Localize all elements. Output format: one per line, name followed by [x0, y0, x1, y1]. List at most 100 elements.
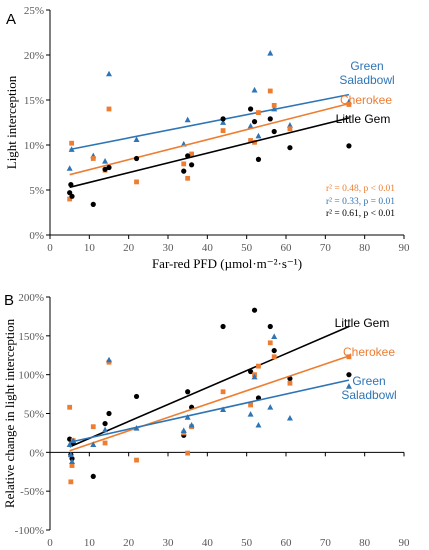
data-point: [251, 119, 258, 125]
data-point: [248, 138, 253, 143]
data-point: [271, 347, 277, 354]
data-point: [286, 414, 293, 421]
series-label: Saladbowl: [341, 388, 396, 402]
x-tick-label: 90: [399, 537, 411, 549]
data-point: [220, 323, 226, 330]
data-point: [106, 106, 112, 112]
series-little-gem: Little Gem: [67, 307, 390, 480]
series-label: Green: [352, 374, 385, 388]
trend-line: [69, 117, 350, 189]
series-label: Little Gem: [335, 316, 390, 330]
x-tick-label: 80: [359, 242, 371, 254]
data-point: [267, 116, 273, 122]
data-point: [102, 166, 108, 172]
x-tick-label: 0: [47, 537, 53, 549]
data-point: [180, 427, 187, 433]
data-point: [271, 128, 277, 135]
data-point: [189, 151, 194, 157]
data-point: [106, 410, 112, 417]
data-point: [181, 161, 187, 167]
data-point: [134, 457, 139, 463]
data-point: [220, 119, 227, 125]
data-point: [346, 102, 352, 107]
data-point: [69, 463, 75, 468]
data-point: [67, 451, 74, 458]
y-tick-label: 0%: [29, 230, 44, 242]
y-tick-label: 200%: [18, 292, 44, 304]
data-point: [90, 156, 96, 161]
x-tick-label: 70: [320, 242, 332, 254]
data-point: [271, 105, 278, 112]
data-point: [287, 380, 293, 386]
trend-line: [69, 93, 350, 151]
data-point: [255, 132, 262, 139]
series-label: Little Gem: [336, 112, 391, 126]
x-tick-label: 20: [123, 537, 135, 549]
data-point: [346, 354, 352, 360]
data-point: [106, 164, 112, 171]
y-tick-label: 20%: [24, 50, 44, 62]
x-axis-label: Far-red PFD (µmol·m⁻²·s⁻¹): [152, 256, 302, 271]
data-point: [287, 145, 293, 151]
data-point: [252, 139, 257, 145]
data-point: [102, 158, 109, 164]
data-point: [251, 307, 258, 313]
series-little-gem: Little Gem: [67, 106, 390, 207]
data-point: [184, 116, 191, 123]
x-tick-label: 90: [399, 242, 411, 254]
data-point: [68, 479, 74, 485]
panel-label: A: [6, 11, 16, 28]
y-tick-label: 15%: [24, 95, 44, 107]
data-point: [90, 424, 96, 430]
x-tick-label: 30: [163, 242, 175, 254]
x-tick-label: 40: [202, 537, 214, 549]
y-tick-label: 25%: [24, 5, 44, 17]
x-tick-label: 60: [281, 537, 293, 549]
data-point: [67, 196, 73, 202]
data-point: [70, 437, 77, 444]
series-label: Cherokee: [340, 93, 392, 107]
regression-stat: r² = 0.33, p = 0.01: [326, 197, 395, 207]
data-point: [255, 421, 262, 428]
data-point: [346, 372, 352, 378]
data-point: [267, 323, 273, 330]
x-tick-label: 0: [47, 242, 53, 254]
data-point: [69, 458, 76, 465]
data-point: [66, 165, 73, 171]
trend-line: [69, 325, 350, 448]
data-point: [133, 425, 140, 431]
y-tick-label: 10%: [24, 140, 44, 152]
x-tick-label: 60: [281, 242, 293, 254]
data-point: [185, 153, 191, 159]
data-point: [102, 420, 108, 427]
trend-line: [69, 102, 350, 176]
data-point: [220, 128, 226, 133]
data-point: [90, 201, 96, 207]
series-label: Saladbowl: [339, 73, 394, 87]
data-point: [267, 50, 274, 56]
chart-panel-b: -100% -50% 0% 50% 100% 150% 200% 0 10 20 30 40 50 60 7…: [2, 292, 411, 549]
trend-line: [69, 355, 350, 452]
data-point: [287, 126, 293, 132]
data-point: [251, 86, 258, 93]
data-point: [256, 363, 261, 369]
chart-panel-a: 0% 5% 10% 15% 20% 25% 0 10 20 30 40 50 60 70 80 90 Far-r…: [4, 5, 410, 271]
data-point: [102, 440, 108, 446]
data-point: [188, 421, 195, 428]
trend-line: [69, 379, 350, 444]
data-point: [68, 182, 74, 188]
x-tick-label: 30: [163, 537, 175, 549]
data-point: [220, 406, 227, 413]
data-point: [271, 333, 278, 340]
data-point: [69, 140, 75, 146]
x-tick-label: 40: [202, 242, 214, 254]
x-tick-label: 10: [84, 537, 96, 549]
data-point: [248, 106, 254, 112]
x-tick-label: 70: [320, 537, 332, 549]
series-label: Cherokee: [343, 345, 395, 359]
y-tick-label: 50%: [24, 409, 44, 421]
data-point: [185, 175, 191, 181]
data-point: [267, 340, 273, 346]
